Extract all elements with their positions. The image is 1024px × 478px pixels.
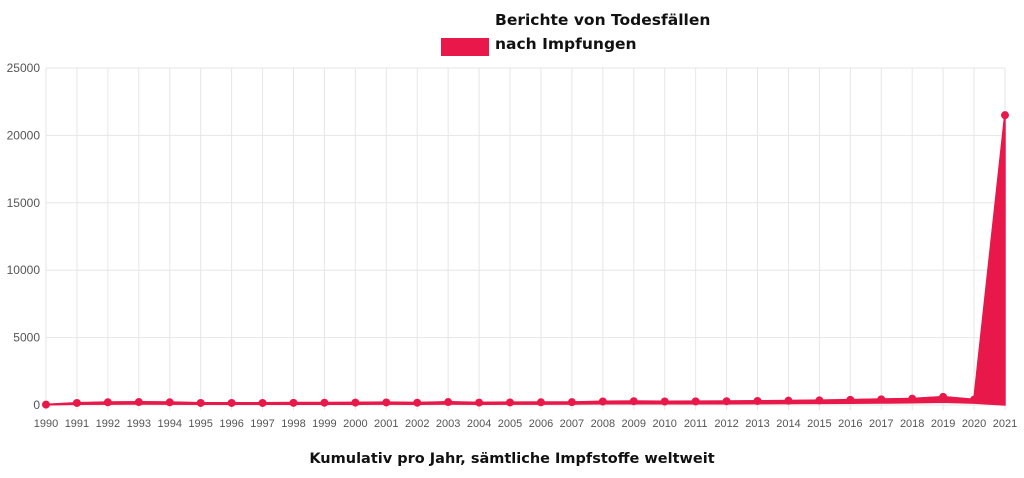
series-area — [45, 114, 1006, 406]
y-tick-label: 10000 — [7, 263, 41, 277]
data-point — [289, 398, 298, 407]
data-point — [908, 394, 917, 403]
data-point — [351, 398, 360, 407]
data-point — [784, 396, 793, 405]
x-tick-label: 2013 — [745, 418, 769, 430]
x-tick-label: 1992 — [96, 418, 120, 430]
legend-label-line-2: nach Impfungen — [495, 35, 637, 53]
x-tick-label: 2001 — [374, 418, 398, 430]
x-tick-label: 2015 — [807, 418, 831, 430]
x-tick-label: 2006 — [529, 418, 553, 430]
data-point — [227, 398, 236, 407]
data-point — [598, 397, 607, 406]
data-point — [72, 398, 81, 407]
x-tick-label: 1996 — [219, 418, 243, 430]
data-point — [939, 392, 948, 401]
x-tick-label: 2008 — [591, 418, 615, 430]
legend-label: Berichte von Todesfällen nach Impfungen — [495, 8, 710, 56]
data-point — [970, 395, 979, 404]
data-point — [382, 398, 391, 407]
legend-swatch — [441, 38, 489, 56]
x-tick-label: 2014 — [776, 418, 800, 430]
data-point — [413, 398, 422, 407]
x-tick-label: 2010 — [652, 418, 676, 430]
x-tick-label: 2005 — [498, 418, 522, 430]
data-point — [660, 397, 669, 406]
x-tick-label: 2011 — [684, 418, 708, 430]
x-tick-label: 1998 — [281, 418, 305, 430]
data-point — [320, 398, 329, 407]
x-tick-label: 1997 — [250, 418, 274, 430]
x-tick-label: 2000 — [343, 418, 367, 430]
data-point — [103, 398, 112, 407]
data-point — [42, 400, 50, 409]
x-tick-label: 1999 — [312, 418, 336, 430]
x-tick-label: 1993 — [127, 418, 151, 430]
x-tick-label: 1995 — [188, 418, 212, 430]
data-point — [258, 398, 267, 407]
x-tick-label: 2003 — [436, 418, 460, 430]
data-point — [536, 398, 545, 407]
data-point — [165, 398, 174, 407]
data-point — [444, 398, 453, 407]
x-tick-label: 2020 — [962, 418, 986, 430]
data-point — [1001, 111, 1009, 120]
data-point — [196, 398, 205, 407]
x-tick-label: 2002 — [405, 418, 429, 430]
y-tick-label: 25000 — [7, 61, 41, 75]
data-point — [753, 396, 762, 405]
data-point — [722, 397, 731, 406]
data-point — [134, 398, 143, 407]
y-tick-label: 5000 — [13, 331, 40, 345]
data-point — [815, 396, 824, 405]
y-tick-label: 20000 — [7, 128, 41, 142]
data-point — [567, 398, 576, 407]
x-tick-label: 2019 — [931, 418, 955, 430]
data-point — [691, 397, 700, 406]
legend: Berichte von Todesfällen nach Impfungen — [441, 8, 710, 56]
y-tick-label: 15000 — [7, 196, 41, 210]
x-tick-label: 2016 — [838, 418, 862, 430]
data-point — [629, 397, 638, 406]
legend-label-line-1: Berichte von Todesfällen — [495, 11, 711, 29]
data-point — [877, 395, 886, 404]
x-tick-label: 1990 — [34, 418, 58, 430]
data-point — [475, 398, 484, 407]
data-point — [846, 395, 855, 404]
x-tick-label: 2021 — [993, 418, 1017, 430]
x-tick-label: 1991 — [65, 418, 89, 430]
x-tick-label: 2007 — [560, 418, 584, 430]
y-tick-label: 0 — [33, 398, 40, 412]
x-tick-label: 2017 — [869, 418, 893, 430]
series-line — [45, 115, 1006, 406]
x-tick-label: 2018 — [900, 418, 924, 430]
x-tick-label: 2009 — [622, 418, 646, 430]
data-point — [506, 398, 515, 407]
chart-caption: Kumulativ pro Jahr, sämtliche Impfstoffe… — [309, 451, 715, 467]
x-tick-label: 2004 — [467, 418, 491, 430]
x-tick-label: 1994 — [157, 418, 181, 430]
x-tick-label: 2012 — [714, 418, 738, 430]
